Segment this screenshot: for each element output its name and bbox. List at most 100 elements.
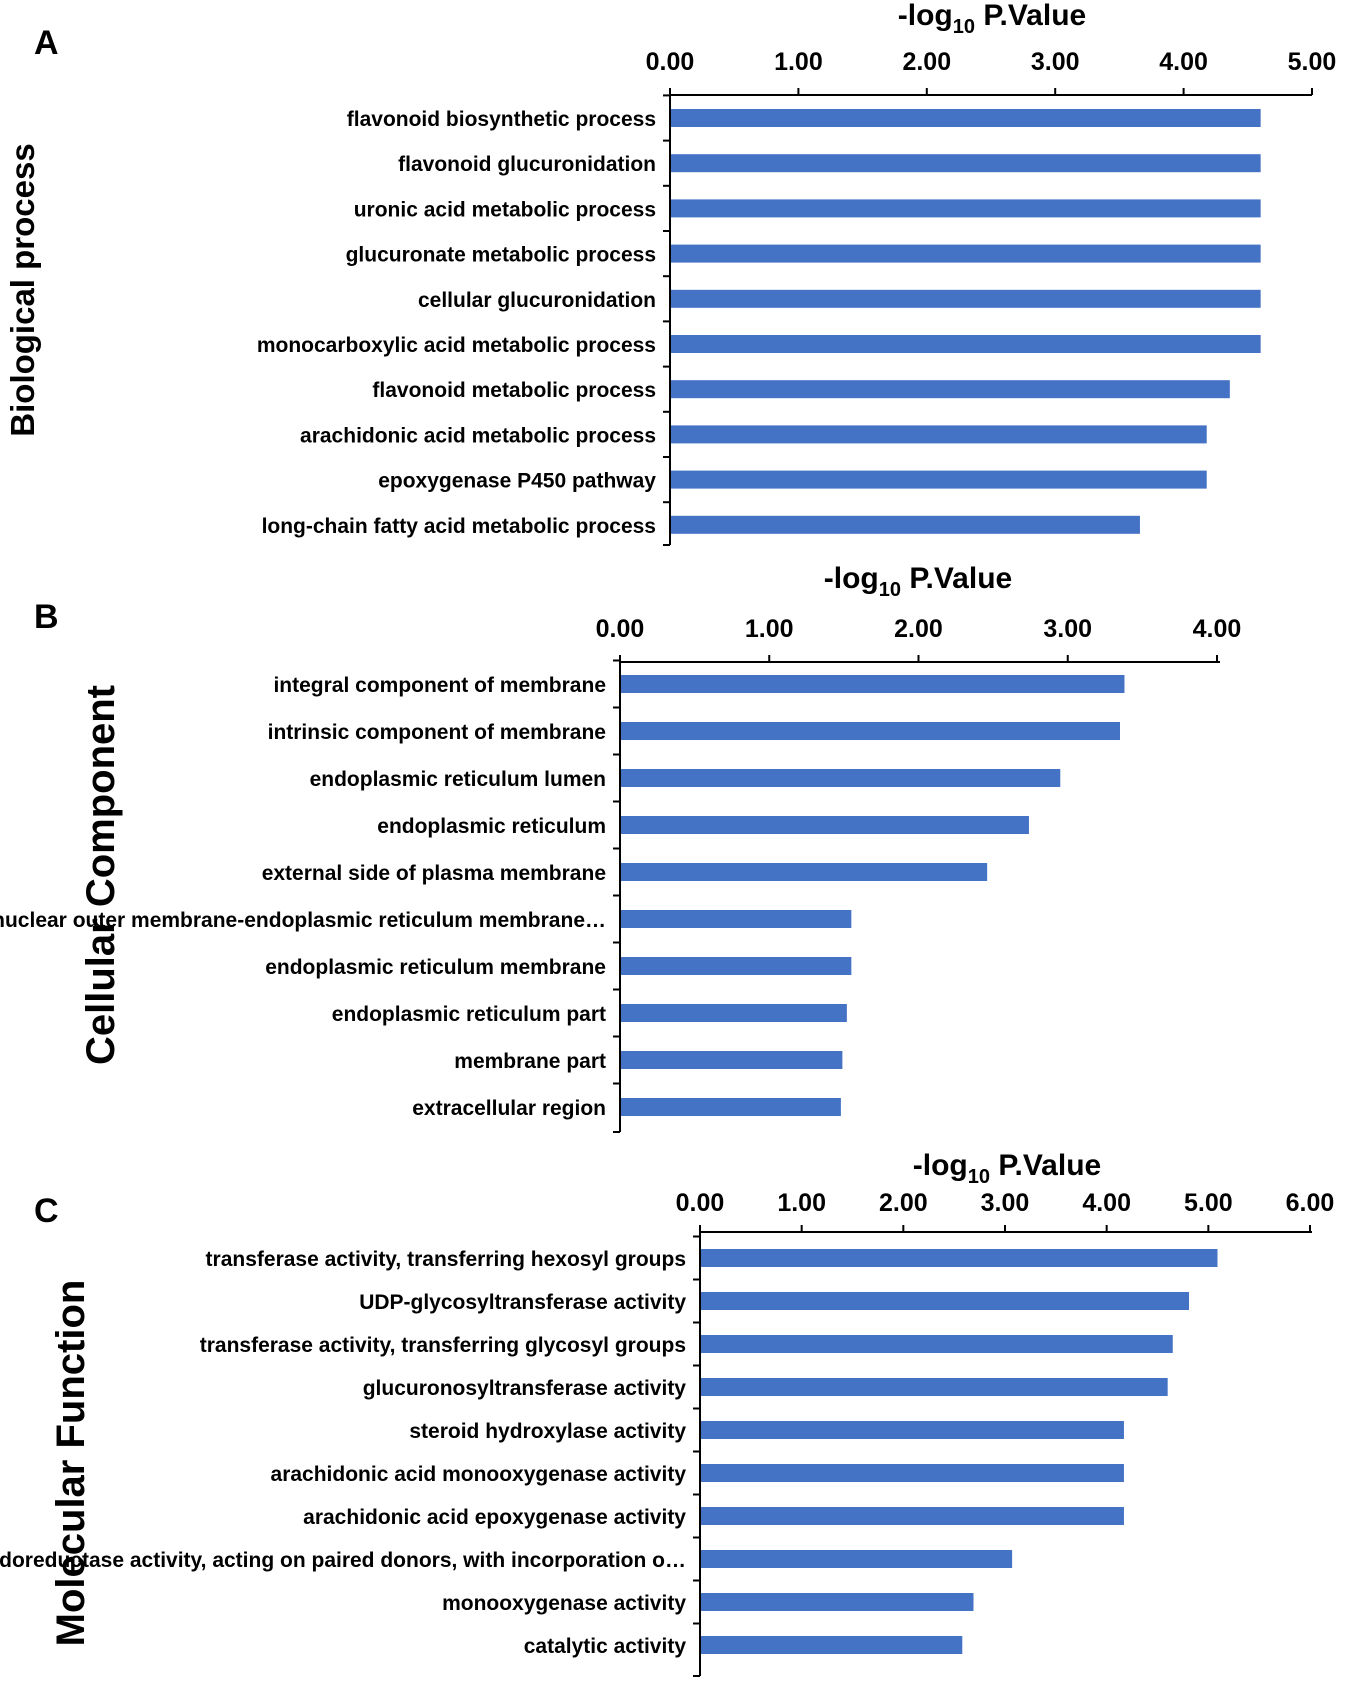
category-label: transferase activity, transferring glyco…: [200, 1334, 686, 1357]
category-label: extracellular region: [412, 1097, 606, 1120]
category-label: membrane part: [454, 1050, 606, 1073]
x-tick-label: 4.00: [1193, 615, 1242, 643]
bar: [671, 199, 1261, 218]
bar: [621, 863, 988, 881]
panel-c-x-axis-title: -log10 P.Value: [913, 1149, 1101, 1188]
category-label: monocarboxylic acid metabolic process: [257, 334, 656, 357]
category-label: flavonoid biosynthetic process: [347, 108, 656, 131]
panel-b-letter: B: [34, 598, 59, 636]
x-tick-label: 0.00: [646, 48, 695, 76]
category-label: steroid hydroxylase activity: [409, 1420, 686, 1443]
category-label: arachidonic acid epoxygenase activity: [303, 1506, 686, 1529]
category-label: intrinsic component of membrane: [268, 721, 606, 744]
bar: [621, 675, 1125, 693]
category-label: oxidoreductase activity, acting on paire…: [0, 1549, 686, 1572]
x-tick-label: 4.00: [1082, 1189, 1131, 1217]
x-axis-title-rest: P.Value: [975, 0, 1086, 32]
category-label: glucuronate metabolic process: [346, 244, 656, 267]
bar: [671, 335, 1261, 353]
bar: [621, 816, 1029, 834]
bar: [671, 154, 1261, 173]
category-label: catalytic activity: [524, 1635, 687, 1658]
bar: [701, 1249, 1218, 1267]
x-tick-label: 3.00: [1043, 615, 1092, 643]
x-tick-label: 3.00: [981, 1189, 1030, 1217]
bar: [671, 109, 1261, 127]
category-label: endoplasmic reticulum lumen: [310, 768, 606, 791]
x-tick-label: 5.00: [1184, 1189, 1233, 1217]
panel-b-y-axis-title: Cellular Component: [79, 685, 123, 1065]
x-tick-label: 0.00: [676, 1189, 725, 1217]
category-label: flavonoid metabolic process: [372, 379, 656, 402]
bar: [621, 1098, 841, 1116]
bar: [671, 470, 1207, 489]
x-tick-label: 6.00: [1286, 1189, 1335, 1217]
bar: [671, 289, 1261, 308]
category-label: long-chain fatty acid metabolic process: [262, 515, 656, 538]
panel-a-letter: A: [34, 24, 59, 62]
x-axis-title-main: -log: [898, 0, 953, 32]
panel-b-x-axis-title: -log10 P.Value: [824, 562, 1012, 601]
x-axis-title-main: -log: [824, 562, 879, 595]
category-label: endoplasmic reticulum part: [332, 1003, 606, 1026]
bar: [671, 380, 1230, 399]
bar: [701, 1464, 1124, 1482]
category-label: transferase activity, transferring hexos…: [206, 1248, 686, 1271]
category-label: nuclear outer membrane-endoplasmic retic…: [0, 909, 606, 932]
category-label: UDP-glycosyltransferase activity: [359, 1291, 686, 1314]
category-label: external side of plasma membrane: [262, 862, 606, 885]
category-label: flavonoid glucuronidation: [398, 153, 656, 176]
bar: [701, 1378, 1168, 1396]
bar: [701, 1335, 1173, 1353]
bar: [701, 1636, 963, 1654]
category-label: arachidonic acid metabolic process: [300, 424, 656, 447]
category-label: monooxygenase activity: [442, 1592, 686, 1615]
x-axis-title-subscript: 10: [879, 579, 901, 601]
category-label: epoxygenase P450 pathway: [378, 470, 656, 493]
bar: [671, 244, 1261, 263]
panel-c-molecular-function: C -log10 P.Value Molecular Function 0.00 1.…: [0, 1149, 1335, 1677]
bar: [621, 1004, 847, 1022]
x-tick-label: 1.00: [745, 615, 794, 643]
panel-c-y-axis-title: Molecular Function: [49, 1280, 93, 1647]
x-tick-label: 2.00: [879, 1189, 928, 1217]
x-axis-title-subscript: 10: [968, 1166, 990, 1188]
panel-a-biological-process: A -log10 P.Value Biological process 0.00 1.…: [4, 0, 1337, 546]
panel-b-cellular-component: B -log10 P.Value Cellular Component 0.00 1.…: [0, 562, 1242, 1133]
x-tick-label: 3.00: [1031, 48, 1080, 76]
panel-a-x-axis-title: -log10 P.Value: [898, 0, 1086, 38]
category-label: cellular glucuronidation: [418, 289, 656, 312]
bar: [621, 769, 1061, 787]
bar: [701, 1421, 1124, 1439]
x-axis-title-main: -log: [913, 1149, 968, 1182]
bar: [621, 910, 852, 928]
x-tick-label: 2.00: [894, 615, 943, 643]
x-axis-title-rest: P.Value: [901, 562, 1012, 595]
category-label: glucuronosyltransferase activity: [363, 1377, 687, 1400]
bar: [621, 722, 1120, 740]
x-tick-label: 1.00: [774, 48, 823, 76]
bar: [701, 1593, 974, 1611]
category-label: arachidonic acid monooxygenase activity: [271, 1463, 687, 1486]
category-label: uronic acid metabolic process: [354, 198, 656, 221]
bar: [621, 957, 852, 975]
panel-c-letter: C: [34, 1192, 59, 1230]
x-tick-label: 5.00: [1288, 48, 1337, 76]
bar: [701, 1550, 1013, 1568]
x-tick-label: 0.00: [596, 615, 645, 643]
bar: [671, 425, 1207, 444]
x-tick-label: 4.00: [1159, 48, 1208, 76]
bar: [701, 1292, 1190, 1310]
x-axis-title-rest: P.Value: [990, 1149, 1101, 1182]
category-label: integral component of membrane: [273, 674, 606, 697]
bar: [621, 1051, 843, 1069]
category-label: endoplasmic reticulum membrane: [265, 956, 606, 979]
bar: [671, 515, 1140, 534]
panel-a-y-axis-title: Biological process: [4, 143, 41, 436]
bar: [701, 1507, 1124, 1525]
category-label: endoplasmic reticulum: [377, 815, 606, 838]
x-axis-title-subscript: 10: [953, 16, 975, 38]
x-tick-label: 2.00: [902, 48, 951, 76]
x-tick-label: 1.00: [777, 1189, 826, 1217]
